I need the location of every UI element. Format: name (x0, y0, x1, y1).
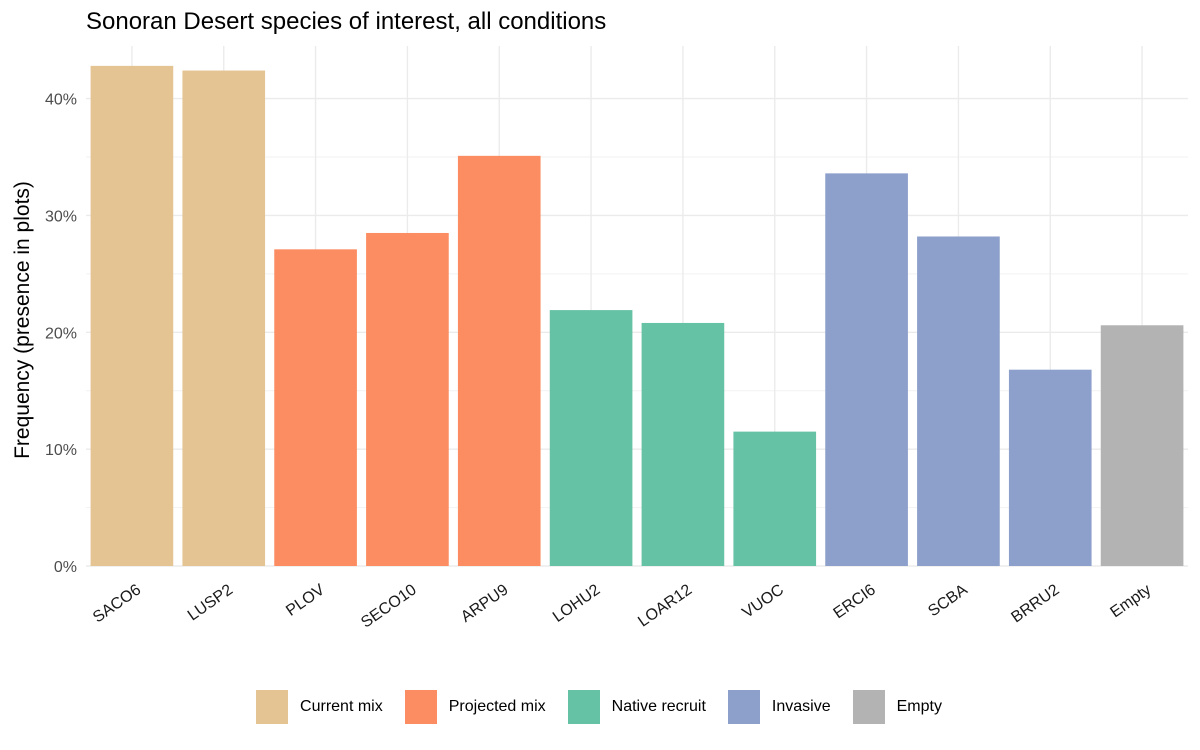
x-tick-label: LUSP2 (185, 581, 236, 624)
bar-brru2 (1008, 369, 1092, 566)
x-tick-label: LOHU2 (550, 581, 604, 626)
x-tick-label: PLOV (283, 581, 328, 620)
bar-seco10 (366, 232, 449, 566)
legend-label: Projected mix (448, 698, 546, 715)
x-tick-label: Empty (1107, 581, 1154, 621)
x-tick-label: VUOC (739, 581, 787, 621)
legend-label: Current mix (300, 698, 383, 715)
legend-item: Current mix (256, 690, 383, 724)
legend-item: Invasive (727, 690, 831, 724)
y-tick-label: 0% (54, 559, 77, 576)
x-tick-label: SECO10 (358, 581, 420, 631)
x-tick-label: LOAR12 (635, 581, 695, 630)
legend-label: Invasive (771, 698, 831, 715)
legend-item: Projected mix (404, 690, 546, 724)
y-tick-label: 40% (45, 92, 77, 109)
chart-title: Sonoran Desert species of interest, all … (86, 8, 607, 35)
legend-swatch (567, 690, 600, 724)
legend-item: Empty (852, 690, 942, 724)
bar-saco6 (90, 65, 174, 566)
x-tick-label: BRRU2 (1008, 581, 1062, 626)
legend: Current mix Projected mix Native recruit In… (0, 690, 1200, 724)
bar-vuoc (733, 431, 817, 566)
x-tick-label: ERCI6 (831, 581, 879, 622)
bar-erci6 (825, 173, 908, 566)
bar-empty (1100, 325, 1184, 566)
y-tick-label: 10% (45, 442, 77, 459)
legend-swatch (727, 690, 760, 724)
bar-arpu9 (457, 155, 541, 566)
legend-item: Native recruit (567, 690, 706, 724)
x-tick-label: SACO6 (90, 581, 144, 626)
bar-loar12 (641, 322, 725, 566)
x-tick-label: ARPU9 (458, 581, 512, 626)
bar-lusp2 (182, 70, 266, 566)
legend-label: Empty (896, 698, 942, 715)
bar-scba (917, 236, 1000, 566)
bar-plov (274, 249, 357, 566)
legend-swatch (852, 690, 885, 724)
y-tick-label: 20% (45, 325, 77, 342)
legend-swatch (404, 690, 437, 724)
legend-label: Native recruit (611, 698, 706, 715)
x-tick-label: SCBA (925, 581, 971, 620)
y-tick-label: 30% (45, 208, 77, 225)
bar-lohu2 (549, 310, 633, 566)
legend-swatch (256, 690, 289, 724)
